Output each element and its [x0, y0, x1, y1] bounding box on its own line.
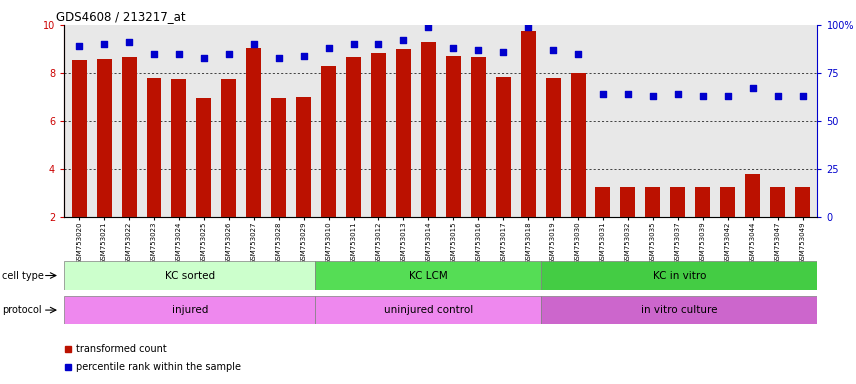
Text: KC sorted: KC sorted	[164, 270, 215, 281]
Point	[496, 49, 510, 55]
Text: percentile rank within the sample: percentile rank within the sample	[76, 362, 241, 372]
Point	[396, 37, 410, 43]
Bar	[371, 53, 386, 217]
Point	[297, 53, 311, 59]
Point	[347, 41, 360, 47]
Point	[72, 43, 86, 49]
Point	[421, 24, 435, 30]
Bar	[545, 78, 561, 217]
Point	[98, 41, 111, 47]
Bar	[645, 187, 660, 217]
Point	[796, 93, 810, 99]
Bar	[346, 57, 361, 217]
Bar	[64, 296, 315, 324]
Text: in vitro culture: in vitro culture	[641, 305, 717, 315]
Bar	[171, 79, 187, 217]
Point	[197, 55, 211, 61]
Bar	[146, 78, 162, 217]
Point	[546, 47, 560, 53]
Bar	[720, 187, 735, 217]
Bar	[396, 49, 411, 217]
Bar	[421, 42, 436, 217]
Bar	[496, 76, 511, 217]
Bar	[795, 187, 810, 217]
Bar	[541, 261, 817, 290]
Bar	[296, 97, 311, 217]
Bar	[446, 56, 461, 217]
Point	[671, 91, 685, 97]
Bar	[770, 187, 785, 217]
Point	[770, 93, 784, 99]
Bar	[541, 296, 817, 324]
Bar	[222, 79, 236, 217]
Point	[172, 51, 186, 57]
Bar	[64, 261, 315, 290]
Point	[696, 93, 710, 99]
Text: GDS4608 / 213217_at: GDS4608 / 213217_at	[56, 10, 185, 23]
Bar	[596, 187, 610, 217]
Text: protocol: protocol	[2, 305, 41, 315]
Bar	[72, 60, 86, 217]
Text: KC LCM: KC LCM	[409, 270, 448, 281]
Bar	[315, 296, 541, 324]
Point	[721, 93, 734, 99]
Bar	[315, 261, 541, 290]
Point	[272, 55, 286, 61]
Bar	[571, 73, 586, 217]
Point	[372, 41, 385, 47]
Text: KC in vitro: KC in vitro	[652, 270, 706, 281]
Bar	[97, 59, 111, 217]
Text: injured: injured	[171, 305, 208, 315]
Bar	[621, 187, 635, 217]
Bar	[196, 98, 211, 217]
Bar	[122, 57, 137, 217]
Point	[596, 91, 609, 97]
Point	[621, 91, 635, 97]
Text: uninjured control: uninjured control	[383, 305, 473, 315]
Point	[472, 47, 485, 53]
Point	[521, 24, 535, 30]
Bar	[670, 187, 686, 217]
Text: transformed count: transformed count	[76, 344, 167, 354]
Bar	[695, 187, 710, 217]
Point	[646, 93, 660, 99]
Point	[571, 51, 585, 57]
Point	[322, 45, 336, 51]
Text: cell type: cell type	[2, 270, 44, 281]
Point	[147, 51, 161, 57]
Bar	[471, 57, 485, 217]
Point	[222, 51, 235, 57]
Point	[447, 45, 461, 51]
Bar	[271, 98, 286, 217]
Point	[122, 39, 136, 45]
Bar	[321, 66, 336, 217]
Bar	[520, 31, 536, 217]
Bar	[247, 48, 261, 217]
Point	[746, 85, 759, 91]
Bar	[745, 174, 760, 217]
Point	[247, 41, 260, 47]
